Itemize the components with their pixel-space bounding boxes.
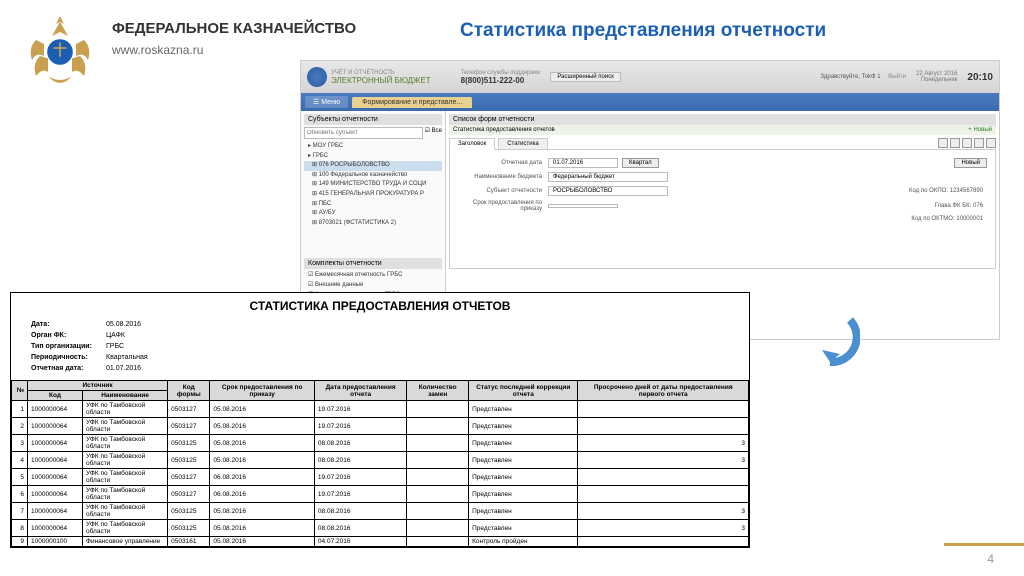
col-date: Дата предоставления отчета xyxy=(314,381,406,401)
report-meta-row: Отчетная дата:01.07.2016 xyxy=(31,363,729,372)
table-row: 71000000064УФК по Тамбовской области0503… xyxy=(12,503,749,520)
srok-label: Срок предоставления по приказу xyxy=(458,200,548,212)
budget-value[interactable]: Федеральный бюджет xyxy=(548,172,668,182)
tree-node[interactable]: ⊞ 076 РОСРЫБОЛОВСТВО xyxy=(304,161,442,171)
tree-node[interactable]: ▸ ГРБС xyxy=(304,152,442,162)
tree-node[interactable]: ⊞ 100 Федеральное казначейство xyxy=(304,171,442,181)
tab-header[interactable]: Заголовок xyxy=(449,138,495,150)
new-button[interactable]: + Новый xyxy=(968,127,992,133)
komplekt-checkbox[interactable]: ☑ Внешние данные xyxy=(304,281,442,291)
exit-link[interactable]: Выйти xyxy=(888,74,906,80)
main-subtitle-bar: Статистика предоставления отчетов + Новы… xyxy=(449,125,996,135)
support-phone: Телефон службы поддержки8(800)511-222-00 xyxy=(461,70,541,85)
tree-node[interactable]: ⊞ 415 ГЕНЕРАЛЬНАЯ ПРОКУРАТУРА Р xyxy=(304,190,442,200)
okpo-label: Код по ОКПО: 1234567890 xyxy=(909,188,987,194)
col-form: Код формы xyxy=(168,381,210,401)
table-row: 81000000064УФК по Тамбовской области0503… xyxy=(12,520,749,537)
col-overdue: Просрочено дней от даты предоставления п… xyxy=(578,381,749,401)
date-label: Отчетная дата xyxy=(458,160,548,166)
col-src: Источник xyxy=(28,381,168,391)
table-row: 31000000064УФК по Тамбовской области0503… xyxy=(12,435,749,452)
table-row: 61000000064УФК по Тамбовской области0503… xyxy=(12,486,749,503)
app-brand: УЧЁТ И ОТЧЁТНОСТЬ ЭЛЕКТРОННЫЙ БЮДЖЕТ xyxy=(331,70,431,85)
tool-icon[interactable] xyxy=(986,138,996,148)
quarter-button[interactable]: Квартал xyxy=(622,158,659,168)
user-greeting: Здравствуйте, TokФ 1 Выйти xyxy=(820,74,906,80)
report-meta-row: Орган ФК:ЦАФК xyxy=(31,330,729,339)
date-value[interactable]: 01.07.2016 xyxy=(548,158,618,168)
org-name: ФЕДЕРАЛЬНОЕ КАЗНАЧЕЙСТВО xyxy=(112,20,356,37)
oktmo-label: Код по ОКТМО: 10000001 xyxy=(911,216,987,222)
sidebar-search-input[interactable] xyxy=(304,127,423,139)
app-date: 22 Август 2016Понедельник xyxy=(916,71,957,83)
sidebar-title: Субъекты отчетности xyxy=(304,114,442,125)
corner-decoration xyxy=(944,543,1024,546)
toolbar-icons[interactable] xyxy=(938,138,996,150)
subject-tree[interactable]: ▸ МОУ ГРБС▸ ГРБС⊞ 076 РОСРЫБОЛОВСТВО⊞ 10… xyxy=(304,142,442,228)
tree-node[interactable]: ▸ МОУ ГРБС xyxy=(304,142,442,152)
active-tab[interactable]: Формирование и представле... xyxy=(352,97,472,108)
app-time: 20:10 xyxy=(967,72,993,83)
form-new-button[interactable]: Новый xyxy=(954,158,987,168)
table-row: 51000000064УФК по Тамбовской области0503… xyxy=(12,469,749,486)
report-meta-row: Дата:05.08.2016 xyxy=(31,319,729,328)
main-title: Список форм отчетности xyxy=(449,114,996,125)
komplekt-checkbox[interactable]: ☑ Ежемесячная отчетность ГРБС xyxy=(304,271,442,281)
tab-statistics[interactable]: Статистика xyxy=(498,138,548,150)
report-table: № Источник Код формы Срок предоставления… xyxy=(11,380,749,547)
budget-label: Наименование бюджета xyxy=(458,174,548,180)
srok-value[interactable] xyxy=(548,204,618,208)
menu-button[interactable]: ☰ Меню xyxy=(305,96,348,108)
col-code: Код xyxy=(28,391,83,401)
page-title: Статистика представления отчетности xyxy=(460,20,826,42)
col-num: № xyxy=(12,381,28,401)
report-title: СТАТИСТИКА ПРЕДОСТАВЛЕНИЯ ОТЧЕТОВ xyxy=(31,299,729,313)
table-row: 11000000064УФК по Тамбовской области0503… xyxy=(12,401,749,418)
form-area: Отчетная дата 01.07.2016 Квартал Новый Н… xyxy=(449,149,996,269)
tree-node[interactable]: ⊞ 149 МИНИСТЕРСТВО ТРУДА И СОЦИ xyxy=(304,180,442,190)
tool-icon[interactable] xyxy=(962,138,972,148)
org-logo xyxy=(20,12,100,92)
table-row: 41000000064УФК по Тамбовской области0503… xyxy=(12,452,749,469)
report-meta-row: Тип организации:ГРБС xyxy=(31,341,729,350)
report-document: СТАТИСТИКА ПРЕДОСТАВЛЕНИЯ ОТЧЕТОВ Дата:0… xyxy=(10,292,750,548)
col-zamen: Количество замен xyxy=(407,381,469,401)
tree-node[interactable]: ⊞ АУ/БУ xyxy=(304,209,442,219)
sidebar-section2-title: Комплекты отчетности xyxy=(304,258,442,269)
col-name: Наименование xyxy=(83,391,168,401)
col-srok: Срок предоставления по приказу xyxy=(210,381,315,401)
table-row: 91000000100Финансовое управление05031610… xyxy=(12,537,749,547)
report-meta-row: Периодичность:Квартальная xyxy=(31,352,729,361)
app-logo-icon xyxy=(307,67,327,87)
advanced-search-button[interactable]: Расширенный поиск xyxy=(550,72,621,82)
subject-label: Субъект отчетности xyxy=(458,188,548,194)
tool-icon[interactable] xyxy=(950,138,960,148)
col-status: Статус последней коррекции отчета xyxy=(469,381,578,401)
tree-node[interactable]: ⊞ 8703021 (ФСТАТИСТИКА 2) xyxy=(304,219,442,229)
app-toolbar: ☰ Меню Формирование и представле... xyxy=(301,93,999,111)
tool-icon[interactable] xyxy=(938,138,948,148)
table-row: 21000000064УФК по Тамбовской области0503… xyxy=(12,418,749,435)
fkr-label: Глава ФК БК: 076 xyxy=(935,203,987,209)
arrow-icon xyxy=(800,310,860,370)
subject-value[interactable]: РОСРЫБОЛОВСТВО xyxy=(548,186,668,196)
all-checkbox[interactable]: ☑ Все xyxy=(425,127,442,139)
app-header: УЧЁТ И ОТЧЁТНОСТЬ ЭЛЕКТРОННЫЙ БЮДЖЕТ Тел… xyxy=(301,61,999,93)
org-url: www.roskazna.ru xyxy=(112,43,356,57)
tree-node[interactable]: ⊞ ПБС xyxy=(304,200,442,210)
tool-icon[interactable] xyxy=(974,138,984,148)
page-number: 4 xyxy=(987,552,994,566)
